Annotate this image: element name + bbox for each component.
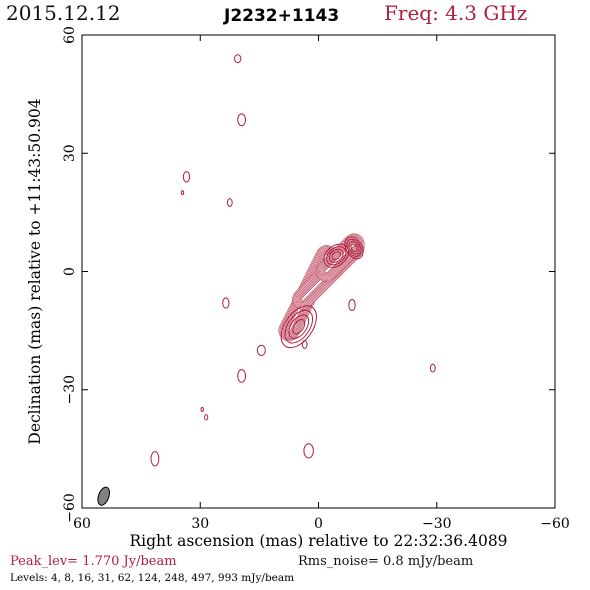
noise-contour <box>303 443 314 459</box>
plot-frame <box>81 34 556 509</box>
x-tick-label: 60 <box>73 516 91 532</box>
component-contour <box>328 248 344 263</box>
y-tick-label: −60 <box>62 493 78 523</box>
peak-level: Peak_lev= 1.770 Jy/beam <box>10 554 177 569</box>
x-tick-label: −30 <box>422 516 452 532</box>
noise-contour <box>234 54 242 64</box>
source-name: J2232+1143 <box>224 6 340 26</box>
frequency-label: Freq: 4.3 GHz <box>384 1 528 25</box>
component-contour <box>331 251 341 261</box>
noise-contour <box>200 406 204 412</box>
y-axis-label: Declination (mas) relative to +11:43:50.… <box>26 98 44 444</box>
epoch-date: 2015.12.12 <box>6 1 121 25</box>
noise-contour <box>237 113 247 127</box>
x-tick-label: 30 <box>191 516 209 532</box>
beam-ellipse <box>97 486 110 506</box>
y-tick-label: 60 <box>62 26 78 44</box>
noise-contour <box>256 344 266 356</box>
x-tick-label: −60 <box>540 516 570 532</box>
component-contour <box>346 238 362 257</box>
noise-contour <box>204 414 209 421</box>
component-contour <box>292 319 306 335</box>
noise-contour <box>182 171 191 183</box>
y-tick-label: 30 <box>62 144 78 162</box>
contour-levels: Levels: 4, 8, 16, 31, 62, 124, 248, 497,… <box>10 572 295 584</box>
component-contour <box>284 309 314 344</box>
noise-contour <box>348 298 356 312</box>
rms-noise: Rms_noise= 0.8 mJy/beam <box>298 554 474 569</box>
component-contour <box>280 305 317 349</box>
noise-contour <box>180 190 185 196</box>
y-tick-label: −30 <box>62 375 78 405</box>
noise-contour <box>429 363 436 373</box>
component-contour <box>326 246 347 266</box>
noise-contour <box>237 369 247 383</box>
component-contour <box>350 243 358 253</box>
noise-contour <box>222 297 230 309</box>
component-contour <box>344 236 364 260</box>
x-axis-label: Right ascension (mas) relative to 22:32:… <box>129 532 507 550</box>
noise-contour <box>226 198 233 207</box>
x-tick-label: 0 <box>314 516 323 532</box>
component-contour <box>348 241 360 255</box>
noise-contour <box>150 451 160 467</box>
y-tick-label: 0 <box>62 267 78 276</box>
noise-contour <box>301 339 308 349</box>
component-contour <box>288 314 310 339</box>
